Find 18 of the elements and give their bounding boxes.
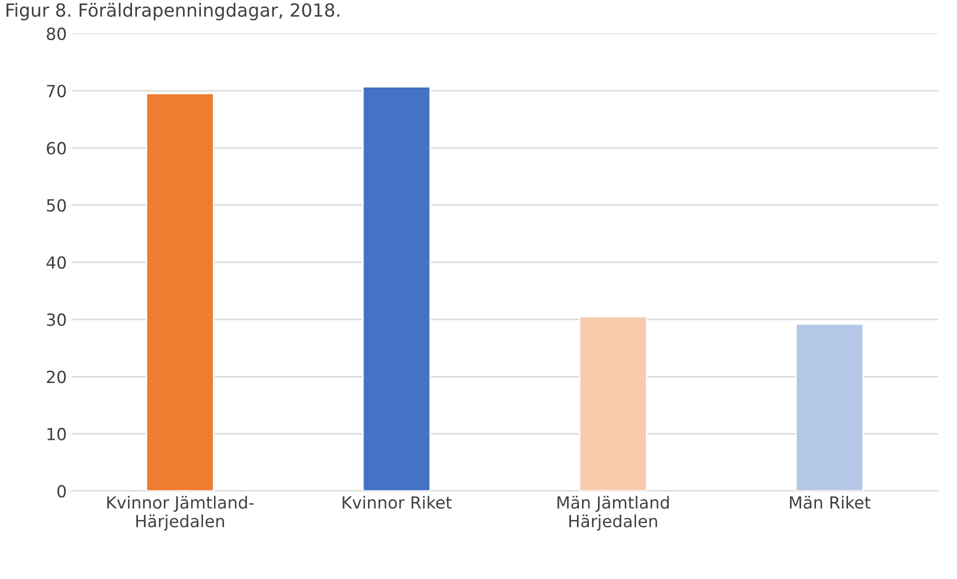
x-tick-label: Män Riket — [790, 496, 870, 509]
y-tick-label: 30 — [46, 313, 66, 326]
y-tick-label: 80 — [46, 28, 66, 40]
y-tick-label: 40 — [46, 256, 66, 269]
y-tick-label: 20 — [46, 370, 66, 384]
y-tick-label: 0 — [57, 484, 66, 498]
bar — [578, 316, 648, 491]
y-tick-label: 60 — [46, 142, 66, 155]
x-tick-label: Kvinnor Riket — [342, 496, 452, 509]
x-tick-label: Män Jämtland Härjedalen — [558, 496, 669, 531]
y-tick-label: 70 — [47, 84, 66, 98]
x-tick-label: Kvinnor Jämtland- Härjedalen — [107, 496, 254, 531]
chart-title: Figur 8. Föräldrapenningdagar, 2018. — [6, 2, 340, 20]
bar — [795, 323, 864, 491]
bar — [146, 92, 214, 491]
bar — [362, 86, 431, 491]
y-tick-label: 50 — [46, 199, 66, 212]
y-tick-label: 10 — [48, 428, 66, 440]
